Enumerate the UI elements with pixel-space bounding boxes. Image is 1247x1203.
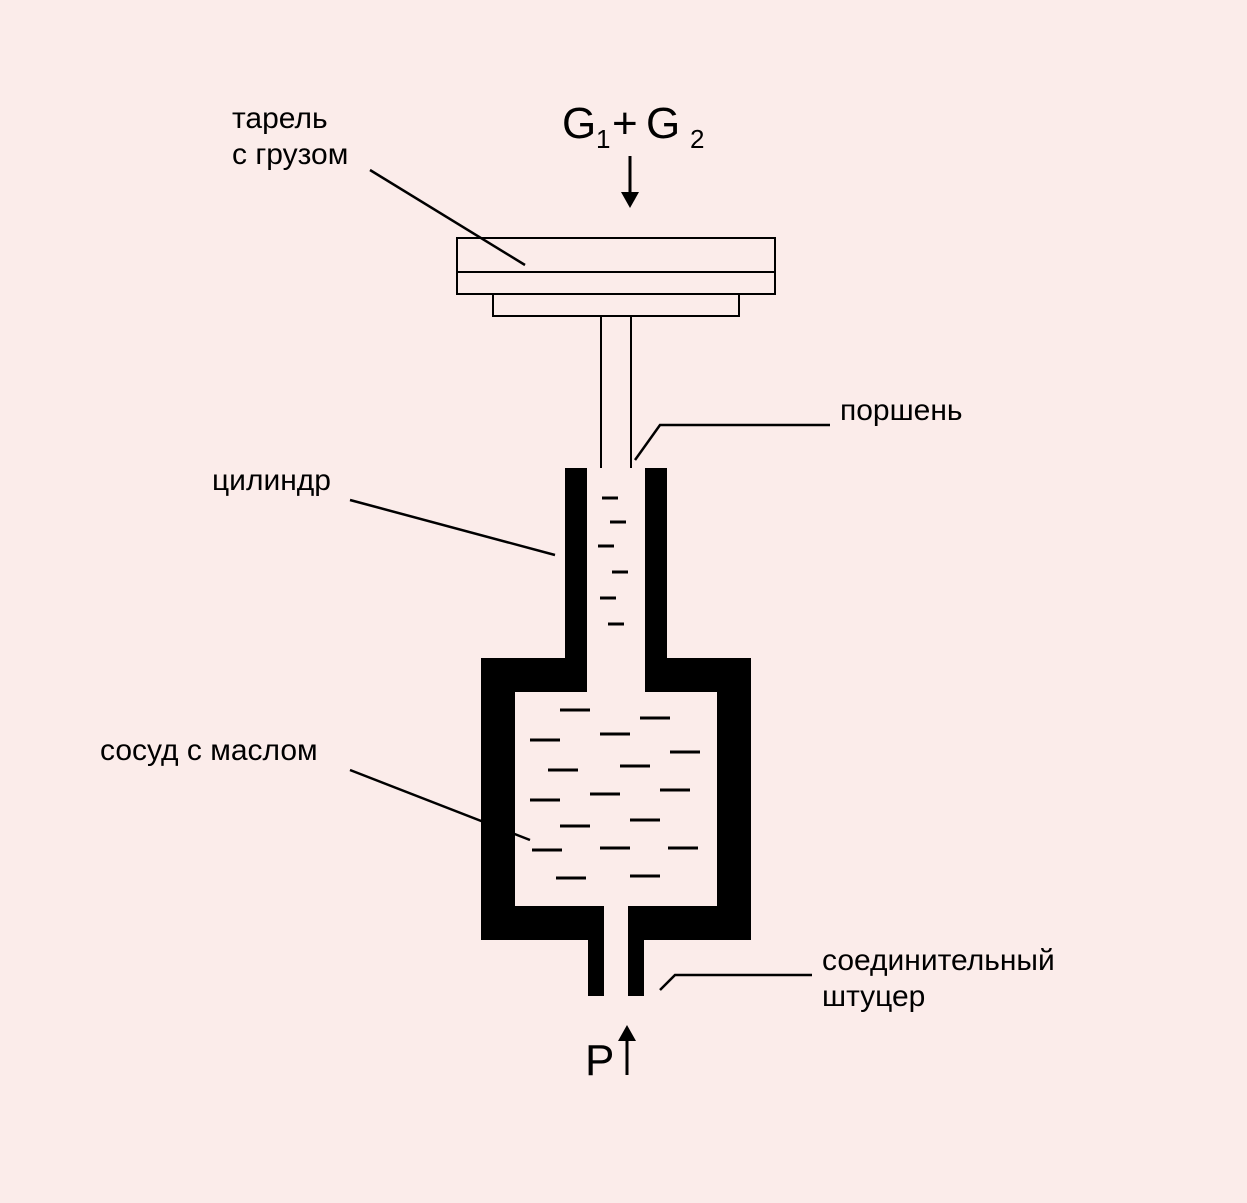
svg-text:поршень: поршень xyxy=(840,394,963,427)
svg-text:с грузом: с грузом xyxy=(232,138,348,171)
svg-text:цилиндр: цилиндр xyxy=(212,464,331,497)
svg-text:штуцер: штуцер xyxy=(822,980,925,1013)
label-vessel: сосуд с маслом xyxy=(100,734,318,767)
svg-text:соединительный: соединительный xyxy=(822,944,1055,977)
svg-text:+: + xyxy=(612,99,638,148)
label-piston: поршень xyxy=(840,394,963,427)
svg-text:1: 1 xyxy=(596,124,610,154)
svg-text:тарель: тарель xyxy=(232,102,328,135)
svg-text:сосуд с маслом: сосуд с маслом xyxy=(100,734,318,767)
svg-text:P: P xyxy=(585,1036,614,1085)
label-cylinder: цилиндр xyxy=(212,464,331,497)
svg-text:G: G xyxy=(646,99,680,148)
svg-text:G: G xyxy=(562,99,596,148)
svg-text:2: 2 xyxy=(690,124,704,154)
